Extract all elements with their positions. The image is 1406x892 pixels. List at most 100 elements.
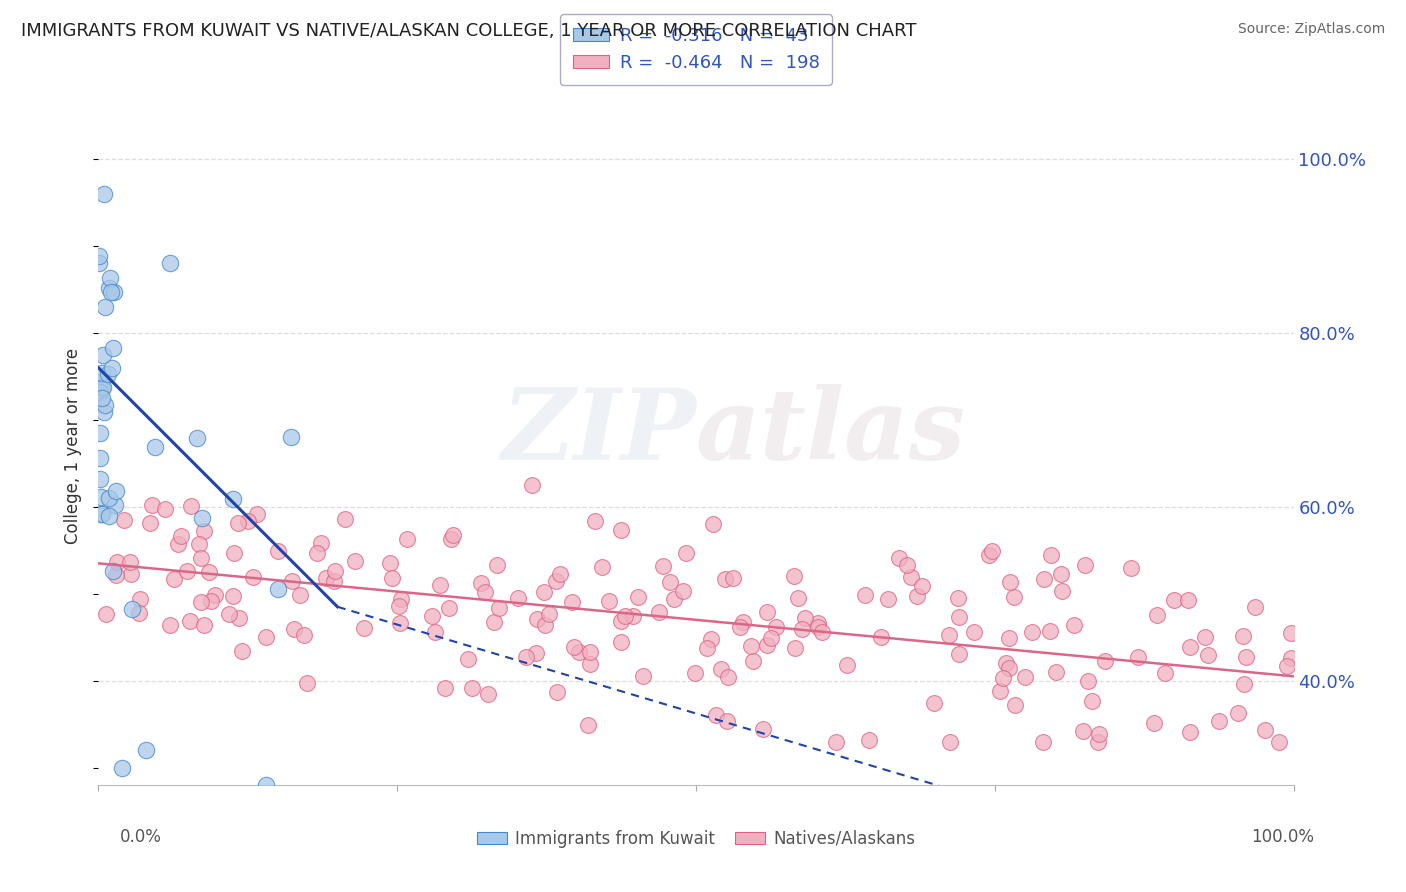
Point — [135, 743, 157, 757]
Point — [191, 511, 214, 525]
Point — [562, 640, 585, 654]
Point — [765, 620, 787, 634]
Point — [1004, 698, 1026, 713]
Point — [307, 546, 329, 560]
Point — [101, 341, 124, 355]
Point — [1050, 566, 1073, 581]
Point — [91, 366, 114, 380]
Point — [474, 585, 496, 599]
Point — [420, 609, 443, 624]
Point — [740, 640, 762, 654]
Point — [548, 567, 571, 582]
Point — [853, 589, 876, 603]
Point — [546, 685, 568, 699]
Y-axis label: College, 1 year or more: College, 1 year or more — [65, 348, 83, 544]
Point — [254, 778, 277, 792]
Point — [120, 567, 142, 582]
Point — [1154, 665, 1177, 680]
Point — [807, 620, 830, 634]
Point — [396, 533, 419, 547]
Point — [290, 588, 312, 602]
Point — [633, 669, 655, 683]
Point — [578, 657, 600, 672]
Point — [1253, 723, 1275, 737]
Point — [280, 430, 302, 444]
Point — [905, 589, 928, 603]
Point — [1004, 590, 1026, 604]
Point — [993, 671, 1015, 685]
Point — [648, 606, 671, 620]
Point — [787, 591, 810, 606]
Point — [672, 583, 695, 598]
Point — [105, 484, 128, 499]
Point — [1077, 673, 1099, 688]
Point — [91, 348, 114, 362]
Point — [621, 608, 644, 623]
Text: 0.0%: 0.0% — [120, 828, 162, 846]
Point — [89, 384, 111, 399]
Point — [825, 734, 848, 748]
Point — [938, 628, 960, 642]
Point — [105, 567, 128, 582]
Point — [1194, 631, 1216, 645]
Point — [231, 644, 253, 658]
Point — [752, 723, 775, 737]
Point — [704, 707, 727, 722]
Point — [1045, 665, 1067, 679]
Point — [389, 592, 412, 607]
Point — [441, 527, 464, 541]
Point — [226, 516, 249, 531]
Point — [87, 256, 110, 270]
Point — [994, 656, 1017, 670]
Point — [1121, 561, 1143, 575]
Point — [546, 574, 568, 588]
Point — [180, 499, 202, 513]
Point — [1281, 625, 1303, 640]
Point — [94, 301, 117, 315]
Point — [1040, 548, 1063, 562]
Point — [1094, 655, 1116, 669]
Point — [222, 491, 245, 506]
Point — [104, 498, 127, 512]
Point — [440, 533, 463, 547]
Point — [246, 507, 269, 521]
Point — [1234, 650, 1257, 665]
Point — [112, 513, 135, 527]
Point — [948, 609, 970, 624]
Point — [534, 617, 557, 632]
Point — [662, 591, 685, 606]
Point — [121, 602, 143, 616]
Point — [488, 601, 510, 615]
Point — [1177, 593, 1199, 607]
Point — [423, 625, 446, 640]
Point — [179, 614, 201, 628]
Point — [810, 625, 832, 640]
Point — [922, 696, 945, 710]
Point — [1197, 648, 1219, 662]
Point — [598, 594, 620, 608]
Point — [755, 605, 778, 619]
Point — [309, 535, 332, 549]
Point — [353, 621, 375, 635]
Point — [143, 440, 166, 454]
Point — [702, 516, 724, 531]
Point — [717, 670, 740, 684]
Point — [1143, 716, 1166, 731]
Point — [186, 431, 208, 445]
Point — [1087, 726, 1109, 740]
Point — [222, 589, 245, 603]
Point — [583, 514, 606, 528]
Point — [101, 564, 124, 578]
Point — [1180, 640, 1202, 655]
Point — [94, 398, 117, 412]
Point — [1087, 734, 1109, 748]
Point — [437, 601, 460, 615]
Point — [167, 536, 190, 550]
Point — [283, 622, 305, 636]
Point — [254, 630, 277, 644]
Text: IMMIGRANTS FROM KUWAIT VS NATIVE/ALASKAN COLLEGE, 1 YEAR OR MORE CORRELATION CHA: IMMIGRANTS FROM KUWAIT VS NATIVE/ALASKAN… — [21, 22, 917, 40]
Point — [896, 558, 918, 572]
Point — [204, 589, 226, 603]
Point — [1063, 617, 1085, 632]
Point — [659, 575, 682, 590]
